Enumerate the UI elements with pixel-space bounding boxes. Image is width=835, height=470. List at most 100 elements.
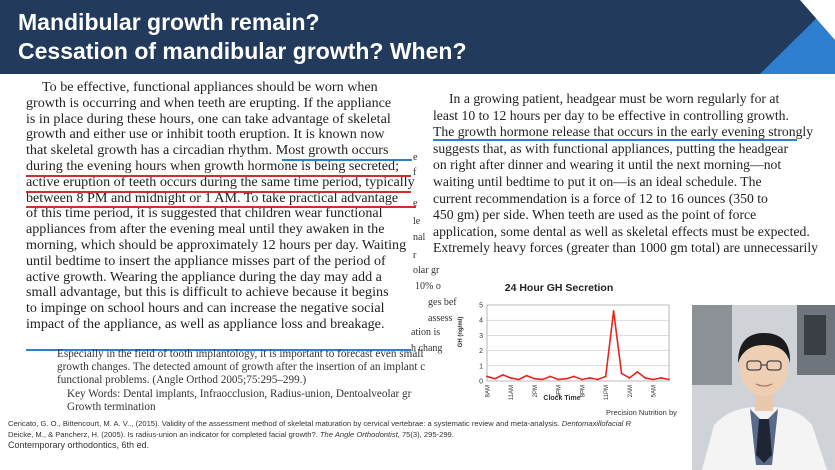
text-line: on right after dinner and wearing it unt…: [433, 157, 782, 173]
data-point: [525, 374, 528, 377]
y-tick-label: 5: [479, 303, 483, 310]
data-point: [604, 375, 607, 378]
abstract-line: growth changes. The detected amount of g…: [57, 361, 426, 373]
page-fragment: le: [413, 216, 421, 227]
data-point: [565, 377, 568, 380]
x-tick-label: 5PM: [557, 385, 563, 397]
text-line: small advantage, but this is difficult t…: [26, 284, 389, 301]
text-line: least 10 to 12 hours per day to be effec…: [433, 107, 789, 123]
data-point: [509, 377, 512, 379]
page-fragment: f: [413, 167, 417, 178]
highlight-underline: [26, 191, 411, 193]
text-line: growth and either use or inhibit tooth e…: [26, 126, 385, 143]
data-point: [620, 372, 623, 375]
text-line: The growth hormone release that occurs i…: [433, 124, 814, 140]
highlight-underline: [26, 206, 416, 208]
data-point: [517, 378, 520, 381]
data-point: [612, 310, 615, 312]
data-point: [588, 377, 591, 379]
header-decoration: [760, 0, 835, 74]
keywords-line: Growth termination: [67, 401, 156, 413]
y-tick-label: 0: [479, 379, 483, 386]
journal-keywords: Key Words: Dental implants, Infraocclusi…: [67, 388, 411, 414]
data-point: [636, 370, 639, 373]
text-line: current recommendation is a force of 12 …: [433, 190, 768, 206]
x-tick-label: 8PM: [580, 385, 586, 397]
data-point: [652, 378, 655, 381]
highlight-underline: [26, 349, 411, 351]
chart-title: 24 Hour GH Secretion: [505, 282, 614, 294]
chart-gridlines: [486, 304, 670, 382]
page-fragment: ation is: [411, 327, 441, 338]
x-tick-label: 8AM: [486, 385, 492, 397]
page-fragment: h chang: [411, 343, 443, 354]
plot-area: [486, 304, 670, 382]
text-line: To be effective, functional appliances s…: [42, 79, 378, 95]
text-line: 450 gm) per side. When teeth are used as…: [433, 207, 757, 223]
text-line: during the evening hours when growth hor…: [26, 157, 400, 174]
text-line: to impinge on school hours and can incre…: [26, 300, 385, 317]
x-tick-label: 5AM: [652, 385, 658, 397]
text-line: active eruption of teeth occurs during t…: [26, 173, 415, 190]
presenter-figure: [692, 305, 835, 470]
data-point: [596, 378, 599, 381]
gh-series-line: [486, 310, 670, 381]
x-tick-label: 2PM: [533, 385, 539, 397]
page-fragment: e: [413, 198, 418, 209]
text-line: active growth. Wearing the appliance dur…: [26, 268, 382, 285]
page-fragment: nal: [413, 232, 426, 243]
x-tick-label: 2AM: [628, 385, 634, 397]
chart-y-ticks: 0 1 2 3 4 5: [479, 303, 483, 386]
y-tick-label: 2: [479, 348, 483, 355]
data-point: [501, 374, 504, 376]
keywords-line: Key Words: Dental implants, Infraocclusi…: [67, 388, 412, 400]
reference-2: Deicke, M., & Pancherz, H. (2005). Is ra…: [8, 430, 454, 439]
data-point: [660, 377, 662, 379]
chart-series-line: [486, 310, 670, 381]
data-point: [494, 377, 496, 380]
page-fragment: assess: [428, 313, 453, 324]
page-fragment: e: [413, 152, 418, 163]
text-line: suggests that, as with functional applia…: [433, 140, 789, 156]
chart-y-label: GH (ng/ml): [458, 317, 464, 348]
highlight-underline: [282, 159, 412, 161]
page-fragment: 10% o: [415, 281, 441, 292]
gh-secretion-chart: 24 Hour GH Secretion 0 1 2 3 4 5 8AM 11AM 2PM 5P…: [458, 282, 670, 402]
y-tick-label: 4: [479, 318, 483, 325]
text-line: that skeletal growth has a circadian rhy…: [26, 142, 389, 159]
text-line: Extremely heavy forces (greater than 100…: [433, 240, 818, 256]
slide-title-line2: Cessation of mandibular growth? When?: [18, 38, 467, 64]
data-point: [541, 378, 544, 381]
text-line: growth is occurring and when teeth are e…: [26, 94, 392, 111]
slide-title-line1: Mandibular growth remain?: [18, 9, 320, 35]
image-credit: Precision Nutrition by: [606, 408, 677, 417]
data-point: [533, 377, 536, 380]
page-fragment: olar gr: [413, 265, 440, 276]
y-tick-label: 3: [479, 333, 483, 340]
text-line: is in place during these hours, one can …: [26, 110, 391, 127]
text-line: impact of the appliance, as well as appl…: [26, 315, 385, 332]
text-line: until bedtime to insert the appliance mi…: [26, 252, 386, 269]
y-tick-label: 1: [479, 363, 483, 370]
page-fragment: ges bef: [428, 297, 457, 308]
text-line: appliances from after the evening meal u…: [26, 221, 385, 238]
presenter-webcam: [692, 305, 835, 470]
reference-1: Cericato, G. O., Bittencourt, M. A. V..,…: [8, 419, 631, 428]
x-tick-label: 11PM: [604, 385, 610, 400]
data-point: [549, 375, 552, 378]
reference-3: Contemporary orthodontics, 6th ed.: [8, 440, 150, 450]
text-line: application, some dental as well as skel…: [433, 223, 810, 239]
page-fragment: r: [413, 250, 417, 261]
data-point: [581, 378, 583, 381]
text-line: of this time period, it is suggested tha…: [26, 205, 383, 222]
data-point: [486, 375, 488, 378]
journal-abstract-excerpt: Especially in the field of tooth implant…: [57, 348, 425, 387]
data-point: [573, 375, 575, 378]
text-line: waiting until bedtime to put it on—is an…: [433, 173, 762, 189]
text-line: In a growing patient, headgear must be w…: [449, 91, 780, 106]
chart-x-label: Clock Time: [543, 395, 580, 402]
abstract-line: functional problems. (Angle Orthod 2005;…: [57, 374, 307, 386]
highlight-underline: [433, 139, 797, 141]
highlight-underline: [26, 175, 411, 177]
slide-header: Mandibular growth remain? Cessation of m…: [0, 0, 835, 74]
